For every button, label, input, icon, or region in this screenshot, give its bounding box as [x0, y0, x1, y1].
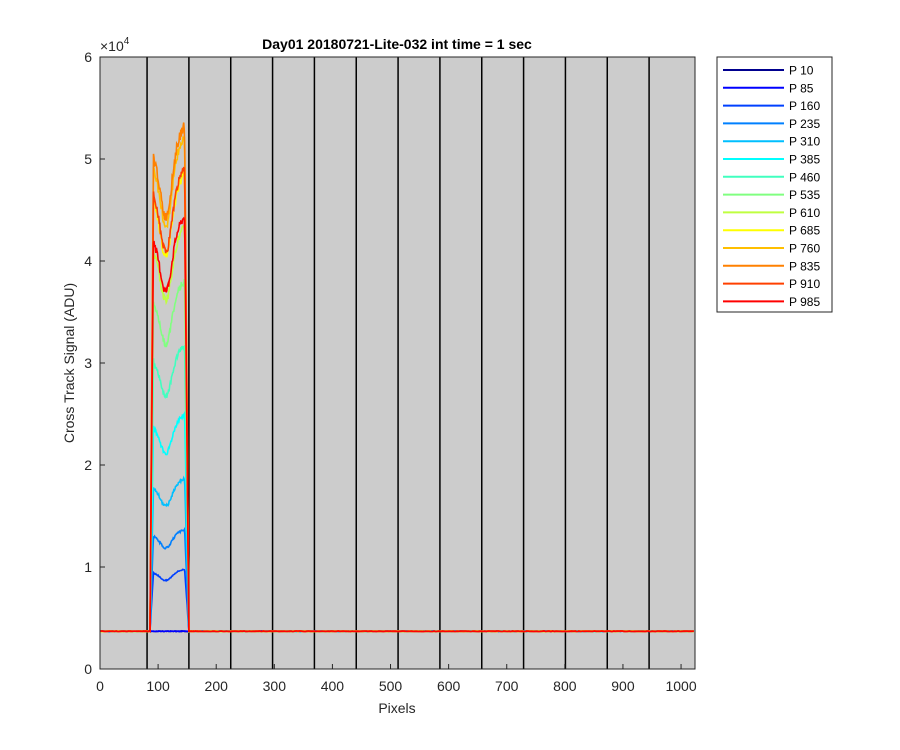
- vertical-lines: [146, 57, 650, 669]
- legend-item-p-85-label: P 85: [789, 81, 814, 95]
- legend-item-p-610-label: P 610: [789, 206, 820, 220]
- x-tick-label-600: 600: [437, 678, 461, 694]
- series-line-p-985: [100, 216, 694, 633]
- x-tick-label-400: 400: [321, 678, 345, 694]
- legend: P 10 P 85 P 160 P 235 P 310 P 385 P 460 P 535 P …: [716, 56, 833, 313]
- y-tick-label-60000: 6: [84, 49, 92, 65]
- x-tick-label-0: 0: [96, 678, 104, 694]
- legend-item-p-460: P 460: [723, 170, 820, 184]
- x-tick-label-200: 200: [205, 678, 229, 694]
- x-tick-label-300: 300: [263, 678, 287, 694]
- y-exponent-base: ×10: [100, 38, 124, 54]
- y-exponent-label: ×104: [100, 36, 130, 54]
- legend-item-p-910: P 910: [723, 277, 820, 291]
- legend-item-p-910-label: P 910: [789, 277, 820, 291]
- x-tick-label-700: 700: [495, 678, 519, 694]
- y-tick-label-50000: 5: [84, 151, 92, 167]
- legend-item-p-460-label: P 460: [789, 170, 820, 184]
- legend-item-p-10: P 10: [723, 64, 814, 78]
- series-lines: [100, 122, 694, 634]
- legend-item-p-10-label: P 10: [789, 64, 814, 78]
- legend-item-p-385-label: P 385: [789, 153, 820, 167]
- legend-item-p-85: P 85: [723, 81, 814, 95]
- x-tick-label-800: 800: [553, 678, 577, 694]
- legend-item-p-160: P 160: [723, 99, 820, 113]
- legend-item-p-235-label: P 235: [789, 117, 820, 131]
- plot-area: [99, 56, 696, 670]
- legend-item-p-535: P 535: [723, 188, 820, 202]
- legend-item-p-310-label: P 310: [789, 135, 820, 149]
- legend-item-p-610: P 610: [723, 206, 820, 220]
- y-axis-label: Cross Track Signal (ADU): [61, 283, 77, 443]
- legend-item-p-835-label: P 835: [789, 259, 820, 273]
- y-axis: 0 1 2 3 4 5 6: [84, 49, 105, 677]
- chart-title: Day01 20180721-Lite-032 int time = 1 sec: [262, 36, 532, 52]
- y-tick-label-40000: 4: [84, 253, 92, 269]
- y-tick-label-10000: 1: [84, 559, 92, 575]
- x-tick-label-1000: 1000: [665, 678, 696, 694]
- y-exponent-power: 4: [124, 36, 130, 47]
- x-tick-label-900: 900: [611, 678, 635, 694]
- legend-item-p-835: P 835: [723, 259, 820, 273]
- y-tick-label-0: 0: [84, 661, 92, 677]
- y-tick-label-20000: 2: [84, 457, 92, 473]
- legend-item-p-760: P 760: [723, 242, 820, 256]
- legend-item-p-760-label: P 760: [789, 242, 820, 256]
- legend-item-p-985: P 985: [723, 295, 820, 309]
- x-tick-label-500: 500: [379, 678, 403, 694]
- legend-item-p-385: P 385: [723, 153, 820, 167]
- legend-item-p-235: P 235: [723, 117, 820, 131]
- y-tick-label-30000: 3: [84, 355, 92, 371]
- legend-item-p-535-label: P 535: [789, 188, 820, 202]
- legend-item-p-985-label: P 985: [789, 295, 820, 309]
- legend-box: [716, 56, 833, 313]
- legend-item-p-685-label: P 685: [789, 224, 820, 238]
- legend-item-p-310: P 310: [723, 135, 820, 149]
- x-axis-label: Pixels: [378, 700, 415, 716]
- x-tick-label-100: 100: [146, 678, 170, 694]
- x-axis: 0 100 200 300 400 500 600 700 800 900 1000: [96, 664, 697, 694]
- legend-item-p-160-label: P 160: [789, 99, 820, 113]
- legend-item-p-685: P 685: [723, 224, 820, 238]
